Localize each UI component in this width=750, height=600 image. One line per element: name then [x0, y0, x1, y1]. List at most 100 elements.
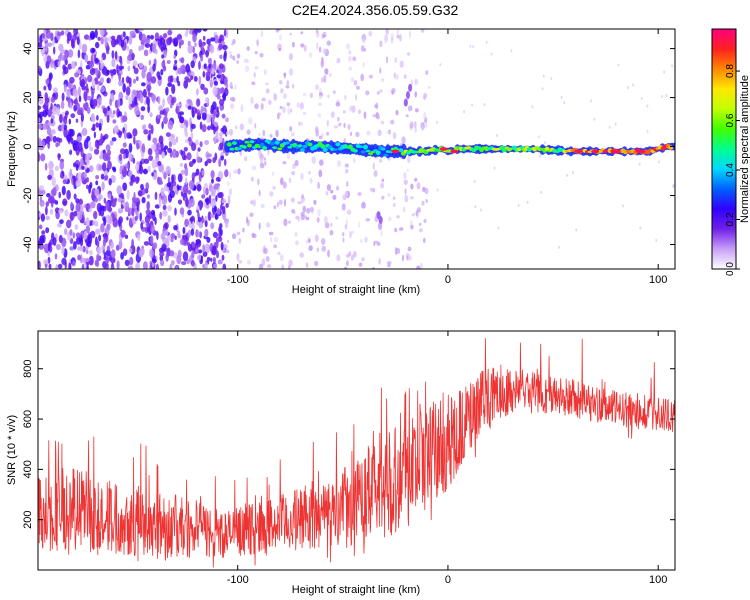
heatmap-cell [144, 188, 149, 194]
heatmap-cell [200, 54, 204, 62]
heatmap-cell [144, 215, 151, 224]
heatmap-cell [117, 98, 121, 108]
heatmap-cell [195, 248, 199, 253]
heatmap-cell [317, 208, 321, 217]
heatmap-cell [102, 107, 108, 114]
heatmap-cell [98, 234, 102, 242]
heatmap-cell [94, 197, 99, 203]
heatmap-cell [158, 197, 162, 208]
heatmap-cell [128, 97, 132, 106]
heatmap-cell [380, 229, 383, 238]
heatmap-cell [110, 265, 115, 269]
heatmap-cell [407, 156, 411, 163]
heatmap-cell [236, 253, 240, 261]
heatmap-cell [332, 194, 337, 200]
heatmap-cell [368, 74, 374, 79]
heatmap-cell [321, 238, 326, 245]
heatmap-cell [185, 197, 189, 207]
heatmap-cell [366, 130, 371, 136]
figure-title: C2E4.2024.356.05.59.G32 [292, 2, 459, 18]
heatmap-cell [118, 111, 122, 117]
heatmap-cell [223, 29, 227, 37]
heatmap-cell [128, 134, 133, 139]
heatmap-cell [213, 121, 219, 127]
heatmap-cell [134, 215, 138, 221]
heatmap-cell [95, 122, 100, 128]
heatmap-cell [176, 75, 179, 83]
heatmap-cell [316, 217, 320, 223]
heatmap-cell [164, 222, 169, 230]
heatmap-cell [296, 102, 300, 108]
heatmap-cell [174, 59, 178, 65]
heatmap-cell [105, 249, 111, 257]
heatmap-cell [143, 158, 150, 164]
heatmap-cell [93, 210, 98, 220]
heatmap-cell [98, 96, 102, 106]
heatmap-cell [186, 78, 192, 83]
heatmap-cell [141, 143, 145, 153]
heatmap-cell [378, 89, 383, 93]
heatmap-cell [224, 249, 230, 254]
colorbar-tick-label: 0.4 [725, 163, 736, 177]
heatmap-cell [102, 238, 106, 247]
heatmap-cell [167, 75, 173, 84]
heatmap-cell [302, 205, 307, 213]
heatmap-cell [110, 35, 116, 40]
heatmap-cell [394, 74, 399, 80]
ridge-peak [450, 149, 459, 154]
ridge-core [229, 147, 235, 151]
heatmap-cell [166, 60, 171, 64]
heatmap-cell [289, 32, 292, 36]
heatmap-cell [348, 50, 352, 55]
heatmap-cell [193, 76, 198, 82]
heatmap-cell [56, 107, 60, 117]
heatmap-cell [91, 127, 96, 131]
heatmap-cell [165, 165, 171, 175]
heatmap-cell [150, 144, 156, 151]
heatmap-cell [252, 199, 256, 207]
heatmap-cell [327, 249, 330, 258]
heatmap-cell [96, 246, 102, 255]
heatmap-cell [67, 63, 73, 70]
heatmap-cell [204, 97, 208, 103]
heatmap-cell [145, 95, 149, 105]
heatmap-cell [218, 158, 222, 168]
heatmap-cell [269, 236, 273, 243]
heatmap-cell [99, 29, 105, 37]
heatmap-cell [333, 125, 339, 129]
heatmap-cell [299, 102, 304, 110]
heatmap-cell [69, 229, 73, 236]
heatmap-cell [269, 191, 274, 197]
heatmap-cell [321, 245, 327, 252]
heatmap-cell [223, 77, 228, 85]
heatmap-cell [180, 169, 185, 175]
heatmap-cell [95, 41, 100, 49]
heatmap-cell [381, 195, 385, 200]
heatmap-cell [228, 128, 234, 136]
heatmap-cell [283, 73, 286, 79]
y-tick-label: 800 [22, 360, 34, 378]
heatmap-cell [45, 136, 51, 143]
snr-y-ticks: 200 400 600 800 [22, 360, 675, 529]
heatmap-cell [409, 30, 411, 39]
heatmap-cell [197, 216, 202, 223]
heatmap-cell [161, 151, 165, 159]
heatmap-cell [98, 122, 102, 132]
heatmap-cell [242, 227, 245, 233]
heatmap-frame [37, 28, 676, 270]
heatmap-cell [47, 82, 52, 91]
heatmap-cell [184, 163, 188, 170]
heatmap-cell [284, 198, 286, 207]
heatmap-cell [490, 52, 493, 56]
heatmap-cell [318, 46, 322, 53]
heatmap-cell [138, 45, 142, 52]
ridge-core [249, 140, 255, 144]
heatmap-cell [336, 57, 341, 64]
heatmap-cell [196, 115, 202, 120]
heatmap-cell [57, 153, 61, 161]
heatmap-cell [348, 230, 352, 239]
heatmap-cell [149, 248, 155, 258]
heatmap-cell [326, 184, 331, 191]
heatmap-cell [622, 204, 625, 208]
heatmap-cell [58, 191, 61, 199]
